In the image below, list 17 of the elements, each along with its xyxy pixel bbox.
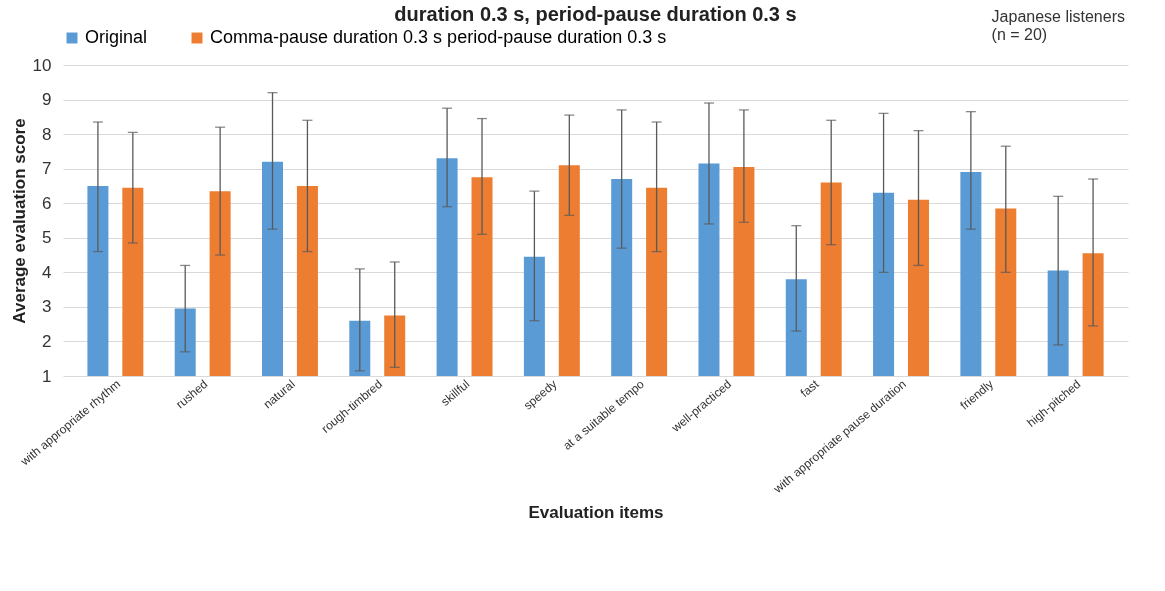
- legend-label: Original: [85, 27, 148, 47]
- y-tick-label: 6: [42, 193, 52, 213]
- y-tick-label: 9: [42, 90, 52, 110]
- y-tick-label: 5: [42, 228, 52, 248]
- y-tick-label: 4: [42, 262, 52, 282]
- x-axis-title: Evaluation items: [528, 502, 664, 522]
- y-tick-label: 8: [42, 124, 52, 144]
- y-axis-title: Average evaluation score: [9, 118, 29, 324]
- legend-label: Comma-pause duration 0.3 s period-pause duration 0.3 s: [210, 27, 667, 47]
- y-tick-label: 1: [42, 366, 52, 386]
- y-tick-label: 10: [32, 55, 52, 75]
- y-tick-label: 3: [42, 297, 52, 317]
- chart-title: duration 0.3 s, period-pause duration 0.3 s: [394, 3, 797, 25]
- y-tick-label: 2: [42, 331, 52, 351]
- x-tick-label: fast: [797, 376, 822, 401]
- text: Japanese listeners (n = 20): [991, 8, 1125, 44]
- y-tick-label: 7: [42, 159, 52, 179]
